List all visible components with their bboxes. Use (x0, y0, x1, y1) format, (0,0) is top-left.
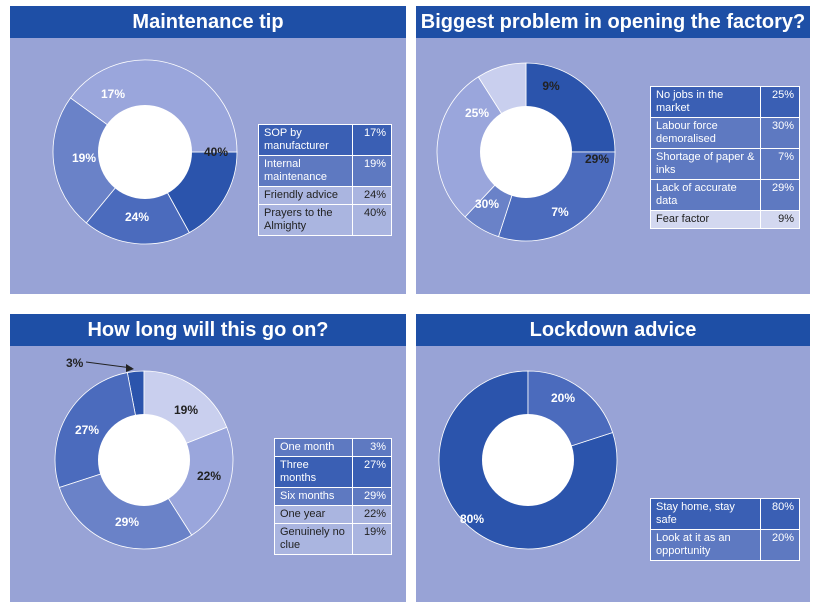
legend-label: Three months (274, 456, 353, 488)
legend-row: Labour force demoralised 30% (650, 117, 800, 149)
legend-row: Genuinely no clue 19% (274, 523, 392, 555)
legend-value: 29% (352, 487, 392, 506)
panel-lockdown-advice: Lockdown advice 80% 20% Stay home, stay s… (416, 314, 810, 602)
legend-row: One month 3% (274, 438, 392, 457)
data-label-fear-factor: 9% (542, 79, 560, 93)
legend-label: Stay home, stay safe (650, 498, 761, 530)
legend-label: Internal maintenance (258, 155, 353, 187)
legend-row: Three months 27% (274, 456, 392, 488)
legend-label: Shortage of paper & inks (650, 148, 761, 180)
legend-label: No jobs in the market (650, 86, 761, 118)
data-label-stay-home-stay-safe: 80% (460, 512, 484, 526)
donut-hole (480, 106, 572, 198)
legend-row: Lack of accurate data 29% (650, 179, 800, 211)
pie-slice-six-months (58, 459, 193, 550)
donut-chart-biggest-problem: 25% 30% 7% 29% 9% (436, 62, 616, 242)
donut-chart-lockdown: 80% 20% (438, 370, 618, 550)
legend-value: 80% (760, 498, 800, 530)
chart-title: Maintenance tip (10, 6, 406, 38)
legend-label: Lack of accurate data (650, 179, 761, 211)
legend-value: 29% (760, 179, 800, 211)
data-label-look-at-it-as-an-opportunity: 20% (551, 391, 575, 405)
legend-row: Internal maintenance 19% (258, 155, 392, 187)
panel-biggest-problem: Biggest problem in opening the factory? … (416, 6, 810, 294)
legend-table: SOP by manufacturer 17% Internal maintenan… (258, 124, 392, 236)
legend-label: Look at it as an opportunity (650, 529, 761, 561)
data-label-internal-maintenance: 19% (72, 151, 96, 165)
legend-value: 19% (352, 523, 392, 555)
legend-table: No jobs in the market 25% Labour force dem… (650, 86, 800, 229)
data-label-one-year: 22% (197, 469, 221, 483)
legend-label: Prayers to the Almighty (258, 204, 353, 236)
legend-value: 25% (760, 86, 800, 118)
legend-value: 22% (352, 505, 392, 524)
legend-value: 24% (352, 186, 392, 205)
legend-row: SOP by manufacturer 17% (258, 124, 392, 156)
chart-title: Biggest problem in opening the factory? (416, 6, 810, 38)
legend-label: One year (274, 505, 353, 524)
chart-title: Lockdown advice (416, 314, 810, 346)
donut-hole (98, 105, 192, 199)
legend-table: Stay home, stay safe 80% Look at it as an … (650, 498, 800, 561)
legend-value: 7% (760, 148, 800, 180)
legend-value: 9% (760, 210, 800, 229)
callout-arrow (85, 361, 134, 372)
panel-how-long: How long will this go on? 27% 29% 22% 19% 3… (10, 314, 406, 602)
data-label-six-months: 29% (115, 515, 139, 529)
legend-label: Fear factor (650, 210, 761, 229)
data-label-genuinely-no-clue: 19% (174, 403, 198, 417)
data-label-friendly-advice: 24% (125, 210, 149, 224)
data-label-prayers-to-the-almighty: 40% (204, 145, 228, 159)
data-label-no-jobs-in-the-market: 25% (465, 106, 489, 120)
legend-label: Six months (274, 487, 353, 506)
donut-hole (482, 414, 574, 506)
legend-row: One year 22% (274, 505, 392, 524)
legend-row: Friendly advice 24% (258, 186, 392, 205)
donut-hole (98, 414, 190, 506)
legend-row: No jobs in the market 25% (650, 86, 800, 118)
legend-row: Look at it as an opportunity 20% (650, 529, 800, 561)
donut-chart-maintenance: 17% 19% 24% 40% (52, 59, 238, 245)
legend-label: SOP by manufacturer (258, 124, 353, 156)
legend-value: 19% (352, 155, 392, 187)
data-label-labour-force-demoralised: 30% (475, 197, 499, 211)
legend-label: One month (274, 438, 353, 457)
data-label-shortage-of-paper-inks: 7% (551, 205, 569, 219)
legend-value: 30% (760, 117, 800, 149)
legend-row: Fear factor 9% (650, 210, 800, 229)
data-label-lack-of-accurate-data: 29% (585, 152, 609, 166)
data-label-three-months: 27% (75, 423, 99, 437)
legend-value: 20% (760, 529, 800, 561)
callout-label-one-month: 3% (66, 356, 84, 370)
legend-label: Friendly advice (258, 186, 353, 205)
legend-table: One month 3% Three months 27% Six months 29% O… (274, 438, 392, 555)
legend-value: 17% (352, 124, 392, 156)
legend-row: Stay home, stay safe 80% (650, 498, 800, 530)
chart-title: How long will this go on? (10, 314, 406, 346)
legend-row: Shortage of paper & inks 7% (650, 148, 800, 180)
panel-maintenance-tip: Maintenance tip 17% 19% 24% 40% SOP by manu… (10, 6, 406, 294)
legend-label: Genuinely no clue (274, 523, 353, 555)
legend-value: 27% (352, 456, 392, 488)
legend-label: Labour force demoralised (650, 117, 761, 149)
legend-row: Six months 29% (274, 487, 392, 506)
donut-chart-how-long: 27% 29% 22% 19% (54, 370, 234, 550)
legend-row: Prayers to the Almighty 40% (258, 204, 392, 236)
data-label-sop-by-manufacturer: 17% (101, 87, 125, 101)
legend-value: 40% (352, 204, 392, 236)
legend-value: 3% (352, 438, 392, 457)
